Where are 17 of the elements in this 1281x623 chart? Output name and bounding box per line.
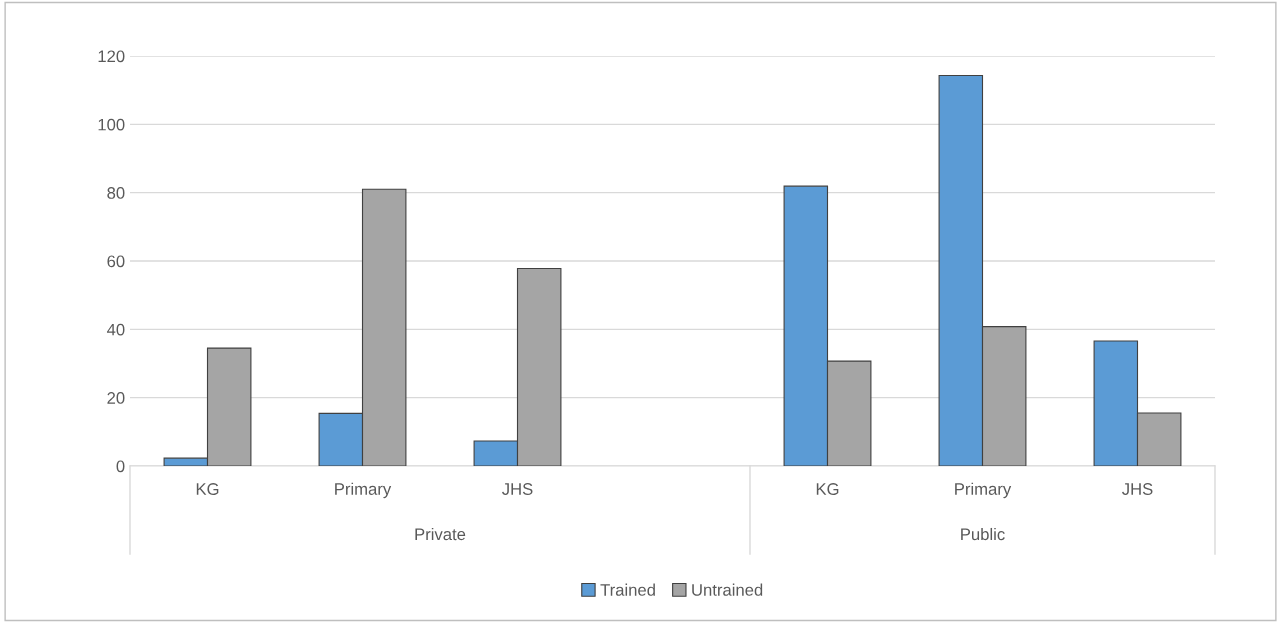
- x-tick-label: JHS: [502, 483, 533, 495]
- y-tick-label: 80: [107, 187, 125, 199]
- legend-label: Untrained: [692, 583, 763, 596]
- x-tick-label: KG: [196, 483, 219, 495]
- legend-label: Trained: [600, 583, 655, 596]
- y-tick-label: 40: [106, 323, 125, 336]
- y-tick-label: 120: [98, 50, 125, 63]
- y-tick-label: 0: [116, 460, 125, 473]
- y-tick-label: 100: [98, 118, 125, 131]
- text: Private: [415, 527, 466, 541]
- text: Public: [961, 527, 1005, 541]
- x-tick-label: Primary: [955, 482, 1012, 499]
- x-tick-label: Primary: [335, 482, 392, 499]
- y-tick-label: 60: [107, 255, 125, 268]
- x-tick-label: KG: [816, 483, 839, 495]
- x-tick-label: JHS: [1122, 483, 1153, 495]
- y-tick-label: 20: [107, 392, 125, 404]
